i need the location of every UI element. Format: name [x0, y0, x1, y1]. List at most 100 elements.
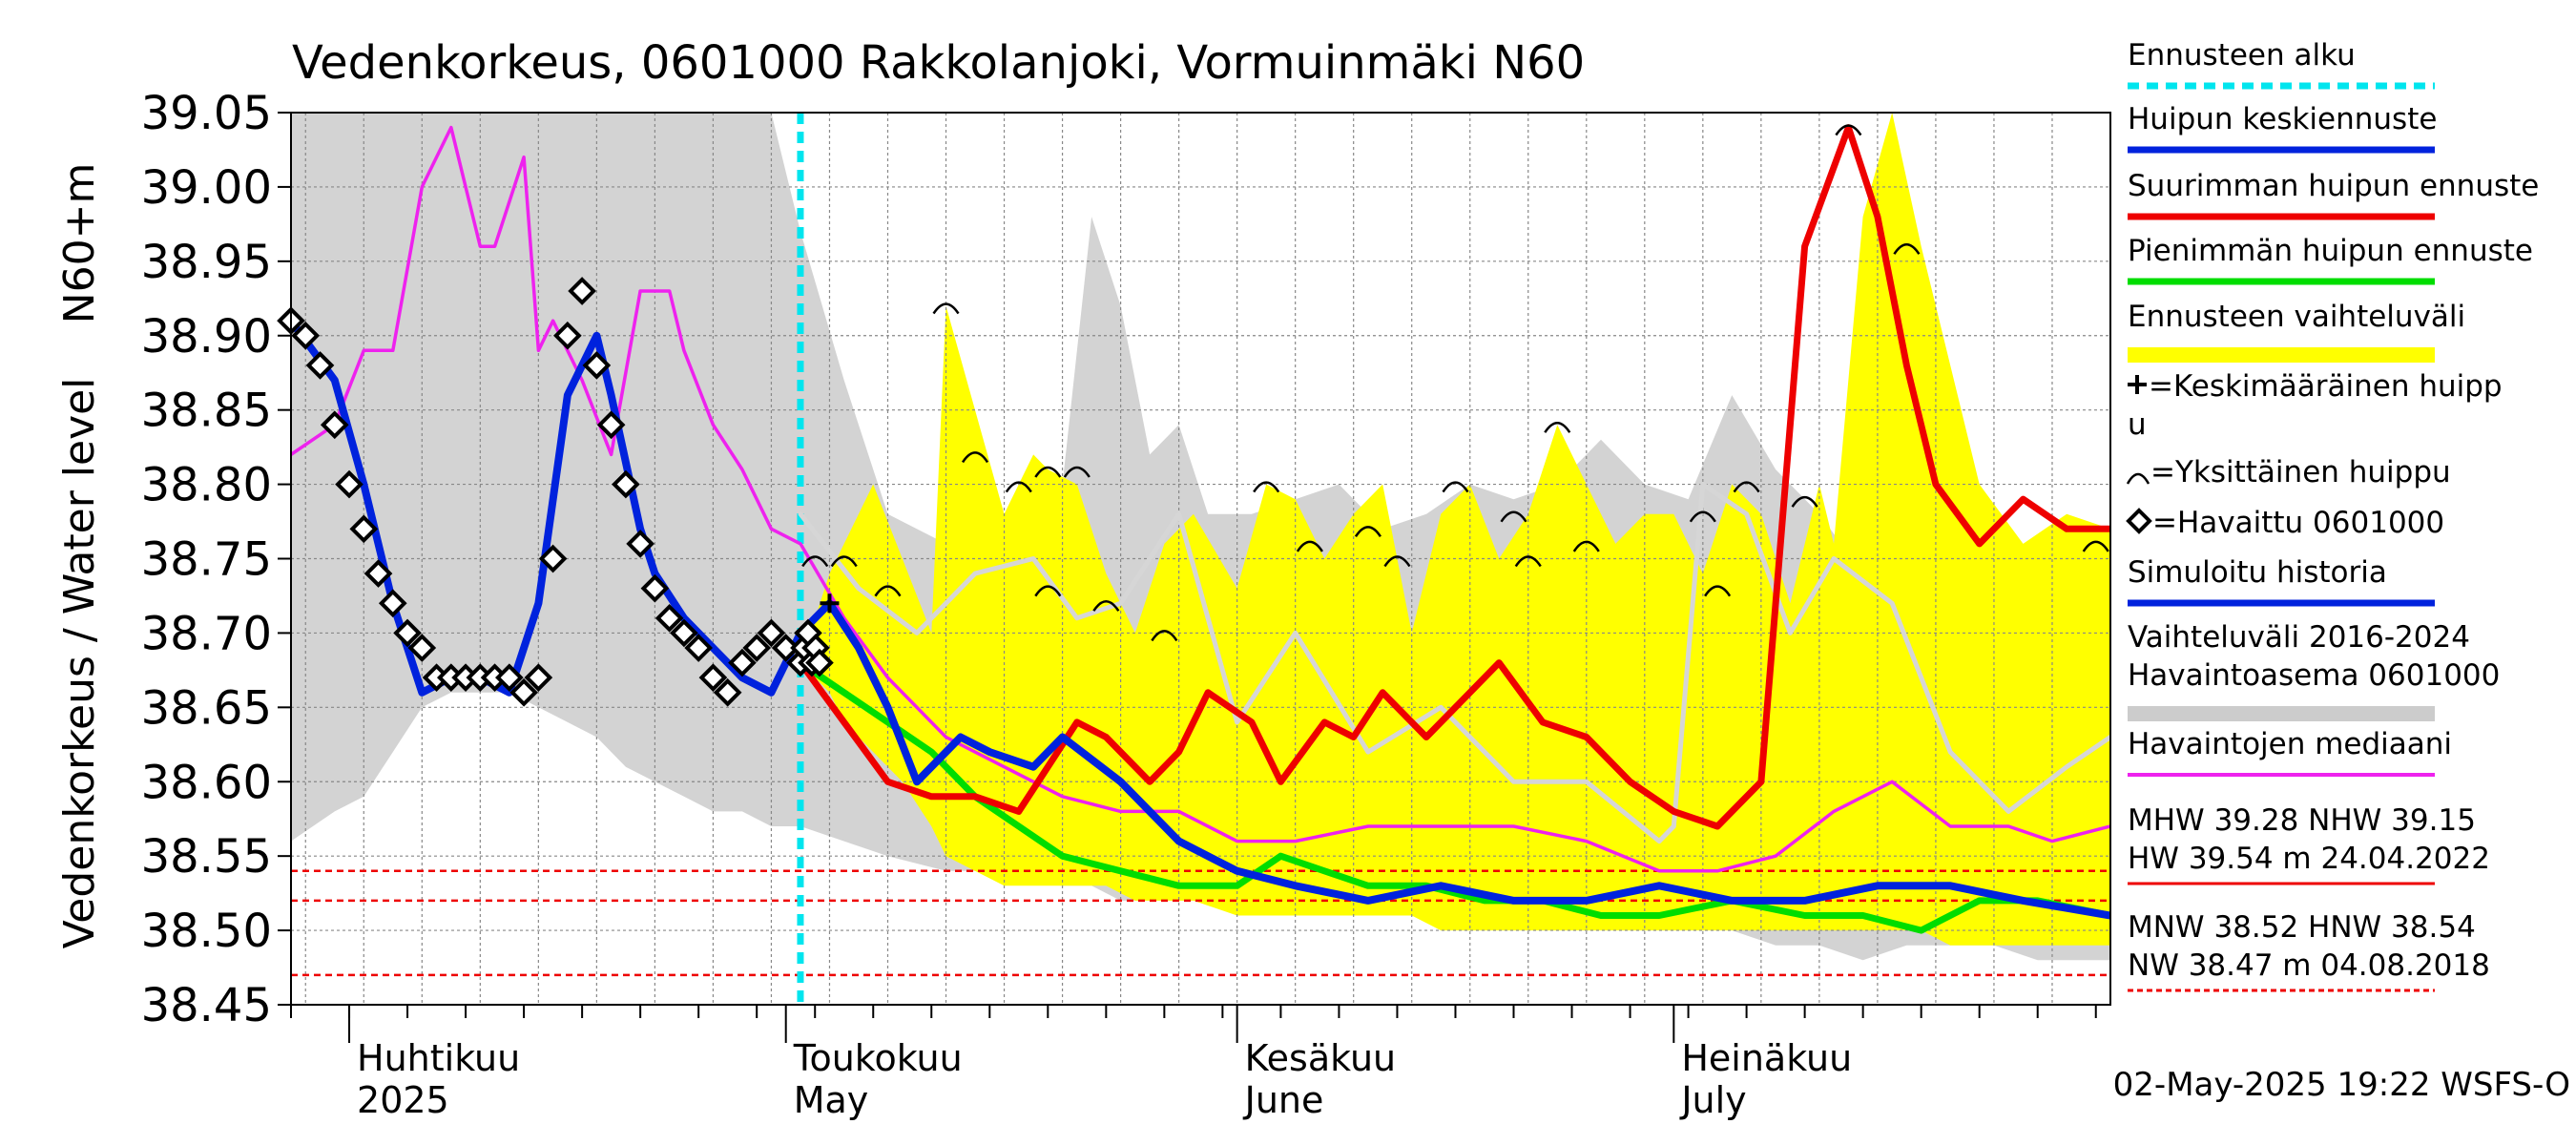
legend-label: Ennusteen alku: [2128, 38, 2356, 73]
single-peak-marker: [1063, 466, 1091, 478]
single-peak-marker: [1151, 630, 1178, 642]
single-peak-marker: [874, 585, 902, 597]
max-peak-forecast-line: [797, 124, 2110, 830]
observed-point: [626, 530, 654, 558]
legend-label: Simuloitu historia: [2128, 555, 2387, 590]
x-tick-label-secondary: June: [1243, 1079, 1324, 1121]
observed-point: [291, 321, 321, 350]
y-tick-label: 38.60: [141, 756, 272, 809]
single-peak-marker: [961, 451, 989, 464]
single-peak-marker: [1005, 481, 1032, 493]
chart-title: Vedenkorkeus, 0601000 Rakkolanjoki, Vorm…: [292, 36, 1585, 90]
legend-label-wrap: u: [2128, 407, 2147, 442]
series-lines: [291, 113, 2110, 1005]
observed-point: [612, 469, 640, 499]
single-peak-marker: [1383, 555, 1411, 568]
single-peak-marker: [1733, 481, 1760, 493]
series-markers: [277, 124, 2109, 707]
mean-peak-marker: [820, 593, 840, 614]
x-tick-label: Huhtikuu: [357, 1037, 520, 1079]
single-peak-marker: [932, 302, 960, 315]
bands-layer: [291, 113, 2110, 961]
observed-point: [349, 514, 379, 544]
observed-point: [698, 663, 728, 692]
single-peak-marker: [1253, 481, 1280, 493]
y-tick-label: 39.00: [141, 161, 272, 215]
y-tick-label: 38.90: [141, 310, 272, 364]
observed-point: [640, 573, 670, 603]
forecast-range-band: [800, 113, 2110, 946]
y-tick-label: 38.50: [141, 905, 272, 958]
observed-point: [393, 618, 422, 648]
legend: Ennusteen alku Huipun keskiennuste Suurimm…: [2126, 38, 2539, 992]
legend-plus-icon: [2128, 375, 2147, 394]
observed-point: [495, 663, 524, 692]
legend-label: Huipun keskiennuste: [2128, 102, 2437, 136]
single-peak-marker: [1296, 540, 1323, 552]
observed-point: [568, 277, 596, 305]
observed-point: [305, 351, 335, 380]
y-tick-label: 38.65: [141, 681, 272, 735]
single-peak-marker: [1689, 510, 1716, 523]
single-peak-marker: [1893, 243, 1921, 255]
legend-swatch: [2128, 706, 2435, 721]
y-tick-label: 38.45: [141, 979, 272, 1032]
observed-point: [335, 469, 364, 499]
legend-label: =Yksittäinen huippu: [2150, 455, 2451, 489]
observed-point: [509, 677, 538, 707]
observed-point: [364, 559, 393, 588]
single-peak-marker: [1034, 585, 1062, 597]
observed-point: [596, 410, 626, 440]
single-peak-marker: [830, 555, 858, 568]
legend-label: Pienimmän huipun ennuste: [2128, 234, 2533, 268]
observed-point: [713, 677, 742, 707]
observed-point: [771, 634, 800, 662]
footer-timestamp: 02-May-2025 19:22 WSFS-O: [2113, 1066, 2570, 1104]
single-peak-marker: [801, 555, 829, 568]
single-peak-marker: [1704, 585, 1732, 597]
single-peak-marker: [1572, 540, 1600, 552]
observed-point: [320, 410, 349, 440]
observed-point: [757, 618, 786, 648]
y-axis: 39.05 39.00 38.95 38.90 38.85 38.80 38.75 38.70…: [141, 87, 291, 1032]
single-peak-marker: [1835, 124, 1862, 136]
observed-point: [654, 604, 684, 633]
single-peak-marker: [1442, 481, 1469, 493]
observed-point: [728, 648, 757, 677]
y-tick-label: 38.85: [141, 385, 272, 438]
y-tick-label: 38.80: [141, 459, 272, 512]
stats-text: NW 38.47 m 04.08.2018: [2128, 948, 2490, 983]
single-peak-marker: [1500, 510, 1527, 523]
y-tick-label: 38.75: [141, 533, 272, 587]
observed-point: [670, 618, 698, 648]
single-peak-marker: [1514, 555, 1542, 568]
observed-point: [805, 648, 834, 677]
single-peak-marker: [1544, 422, 1571, 433]
single-peak-marker: [1354, 526, 1381, 538]
stats-text: MNW 38.52 HNW 38.54: [2128, 910, 2476, 945]
single-peak-marker: [2082, 540, 2109, 552]
x-tick-label-secondary: 2025: [357, 1079, 449, 1121]
median-line: [291, 125, 2110, 873]
x-tick-label-secondary: May: [794, 1079, 869, 1121]
stats-text: HW 39.54 m 24.04.2022: [2128, 842, 2490, 876]
single-peak-marker: [1092, 600, 1120, 612]
x-tick-label: Heinäkuu: [1681, 1037, 1852, 1079]
y-tick-label: 38.95: [141, 236, 272, 289]
y-tick-label: 38.70: [141, 607, 272, 660]
legend-arc-icon: [2126, 472, 2150, 485]
single-peak-marker: [1034, 466, 1062, 478]
x-tick-label: Kesäkuu: [1245, 1037, 1397, 1079]
legend-swatch: [2128, 347, 2435, 363]
legend-label: =Havaittu 0601000: [2152, 506, 2444, 540]
legend-diamond-icon: [2126, 508, 2152, 534]
legend-label: Vaihteluväli 2016-2024: [2128, 620, 2470, 655]
y-tick-label: 38.55: [141, 830, 272, 884]
observed-point: [582, 351, 612, 380]
x-tick-label: Toukokuu: [793, 1037, 963, 1079]
observed-point: [742, 634, 772, 662]
y-tick-label: 39.05: [141, 87, 272, 140]
single-peak-marker: [1791, 495, 1818, 508]
observed-point: [538, 544, 568, 573]
